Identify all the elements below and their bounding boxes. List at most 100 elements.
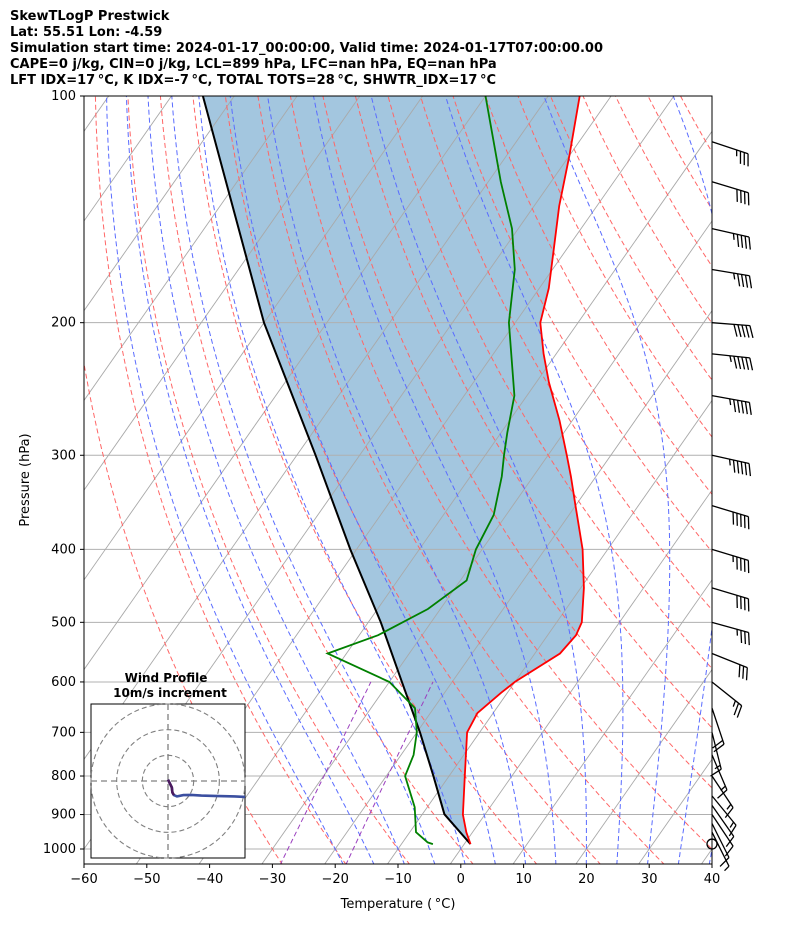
barb-flag bbox=[736, 400, 741, 413]
isotherm bbox=[84, 96, 298, 402]
barb-flag bbox=[745, 667, 748, 681]
barb-flag bbox=[737, 324, 742, 338]
barb-shaft bbox=[711, 804, 735, 837]
x-tick-label: −20 bbox=[321, 872, 348, 887]
barb-flag bbox=[742, 666, 745, 679]
y-tick-label: 300 bbox=[51, 448, 76, 463]
x-tick-label: −60 bbox=[70, 872, 97, 887]
mixing-ratio-lines bbox=[280, 681, 434, 864]
barb-shaft bbox=[711, 227, 750, 238]
wind-barb bbox=[711, 621, 750, 646]
y-tick-label: 400 bbox=[51, 542, 76, 557]
y-tick-label: 200 bbox=[51, 316, 76, 331]
barb-flag bbox=[736, 234, 740, 248]
dry-adiabat bbox=[159, 96, 474, 864]
mixing-ratio-line bbox=[280, 681, 372, 864]
barb-flag bbox=[744, 631, 747, 645]
isotherm bbox=[261, 220, 712, 864]
barb-flag bbox=[745, 357, 750, 370]
barb-flag bbox=[733, 702, 740, 716]
dry-adiabat bbox=[420, 96, 712, 611]
barb-shaft bbox=[711, 775, 734, 809]
wind-barb bbox=[711, 587, 750, 612]
x-tick-label: 0 bbox=[457, 872, 465, 887]
barb-flag bbox=[749, 325, 754, 339]
barb-shaft bbox=[711, 353, 750, 359]
barb-flag bbox=[728, 824, 737, 837]
barb-half-flag bbox=[729, 821, 735, 828]
y-tick-label: 100 bbox=[51, 89, 76, 104]
x-tick-label: −50 bbox=[133, 872, 160, 887]
barb-shaft bbox=[711, 795, 737, 826]
barb-flag bbox=[741, 324, 746, 338]
moist-adiabat bbox=[267, 96, 527, 864]
isotherm bbox=[764, 96, 794, 865]
isotherm bbox=[700, 848, 712, 864]
dry-adiabat bbox=[746, 96, 794, 865]
dry-adiabat bbox=[778, 96, 794, 865]
barb-flag bbox=[733, 356, 738, 369]
moist-adiabat bbox=[313, 96, 557, 864]
barb-flag bbox=[733, 399, 737, 413]
moist-adiabat bbox=[147, 96, 405, 864]
barb-shaft bbox=[711, 681, 743, 707]
isotherm bbox=[512, 579, 712, 864]
hodograph-subtitle: 10m/s increment bbox=[113, 686, 227, 700]
barb-flag bbox=[719, 857, 730, 867]
dry-adiabat bbox=[713, 96, 794, 865]
barb-flag bbox=[744, 275, 749, 288]
barb-shaft bbox=[711, 141, 749, 155]
barb-flag bbox=[741, 356, 746, 370]
barb-flag bbox=[737, 356, 742, 370]
dry-adiabat bbox=[387, 96, 712, 670]
moist-adiabat bbox=[445, 96, 624, 864]
wind-barb bbox=[711, 754, 728, 799]
barb-flag bbox=[740, 235, 744, 248]
moist-adiabat bbox=[543, 96, 671, 864]
moist-adiabat bbox=[198, 96, 466, 864]
y-tick-label: 700 bbox=[51, 725, 76, 740]
dry-adiabat bbox=[94, 96, 347, 864]
barb-flag bbox=[712, 739, 724, 749]
chart-title: SkewTLogP Prestwick bbox=[10, 9, 170, 24]
dewpoint-line bbox=[325, 96, 516, 845]
moist-adiabat bbox=[125, 96, 375, 864]
barb-shaft bbox=[711, 652, 748, 669]
moist-adiabat bbox=[229, 96, 496, 864]
dry-adiabat bbox=[84, 360, 283, 864]
barb-flag bbox=[745, 325, 750, 338]
barb-shaft bbox=[711, 322, 750, 327]
cape-shading bbox=[202, 96, 584, 845]
dry-adiabat bbox=[322, 96, 712, 789]
wind-barb bbox=[711, 707, 725, 753]
x-tick-label: 40 bbox=[704, 872, 721, 887]
stability-summary: CAPE=0 j/kg, CIN=0 j/kg, LCL=899 hPa, LF… bbox=[10, 57, 497, 72]
barb-shaft bbox=[711, 621, 749, 634]
barb-shaft bbox=[711, 181, 749, 194]
dry-adiabat-lines bbox=[84, 96, 794, 865]
x-tick-label: −30 bbox=[259, 872, 286, 887]
temperature-line bbox=[461, 96, 585, 845]
dry-adiabat bbox=[257, 96, 665, 864]
isotherm bbox=[84, 96, 235, 312]
barb-flag bbox=[733, 324, 738, 337]
wind-barb bbox=[711, 454, 752, 477]
barb-shaft bbox=[711, 587, 749, 600]
x-axis-label: Temperature ( °C) bbox=[340, 897, 456, 912]
moist-adiabat bbox=[708, 846, 712, 864]
barb-flag bbox=[713, 743, 725, 753]
isotherm bbox=[386, 399, 712, 864]
barb-half-flag bbox=[724, 865, 730, 872]
wind-barb bbox=[711, 322, 754, 339]
barb-shaft bbox=[711, 454, 750, 465]
barb-half-flag bbox=[732, 700, 737, 707]
barb-half-flag bbox=[733, 273, 736, 280]
barb-shaft bbox=[711, 505, 749, 518]
wind-barb bbox=[711, 268, 753, 289]
barb-flag bbox=[740, 630, 743, 644]
x-tick-label: −10 bbox=[384, 872, 411, 887]
barb-half-flag bbox=[728, 459, 731, 466]
x-tick-label: 20 bbox=[578, 872, 595, 887]
barb-flag bbox=[736, 460, 740, 474]
barb-shaft bbox=[711, 732, 722, 770]
